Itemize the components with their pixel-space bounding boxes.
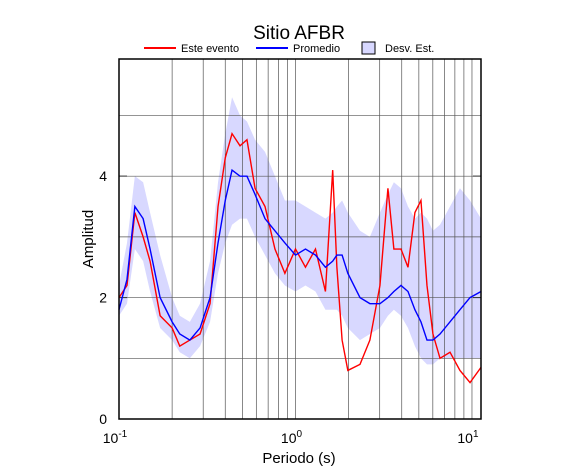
legend-swatch <box>361 41 376 55</box>
x-tick-label: 101 <box>457 429 479 446</box>
x-tick-base: 10 <box>103 430 119 446</box>
legend-label: Desv. Est. <box>385 43 434 55</box>
x-tick-label: 100 <box>281 429 303 446</box>
y-axis-label: Amplitud <box>80 210 97 268</box>
series-line <box>118 168 482 341</box>
x-tick-base: 10 <box>457 430 473 446</box>
x-tick-base: 10 <box>281 430 297 446</box>
legend-label: Promedio <box>293 43 340 55</box>
y-tick-label: 0 <box>99 411 107 427</box>
x-tick-label: 10-1 <box>103 429 128 446</box>
x-tick-exponent: 0 <box>296 429 302 440</box>
plot-frame <box>118 58 482 420</box>
legend-label: Este evento <box>181 43 239 55</box>
x-axis-label: Periodo (s) <box>262 450 335 467</box>
y-tick-label: 2 <box>99 290 107 306</box>
x-tick-exponent: -1 <box>118 429 127 440</box>
chart-title: Sitio AFBR <box>253 23 345 44</box>
x-tick-exponent: 1 <box>473 429 479 440</box>
y-tick-label: 4 <box>99 168 107 184</box>
series-line <box>118 132 482 384</box>
